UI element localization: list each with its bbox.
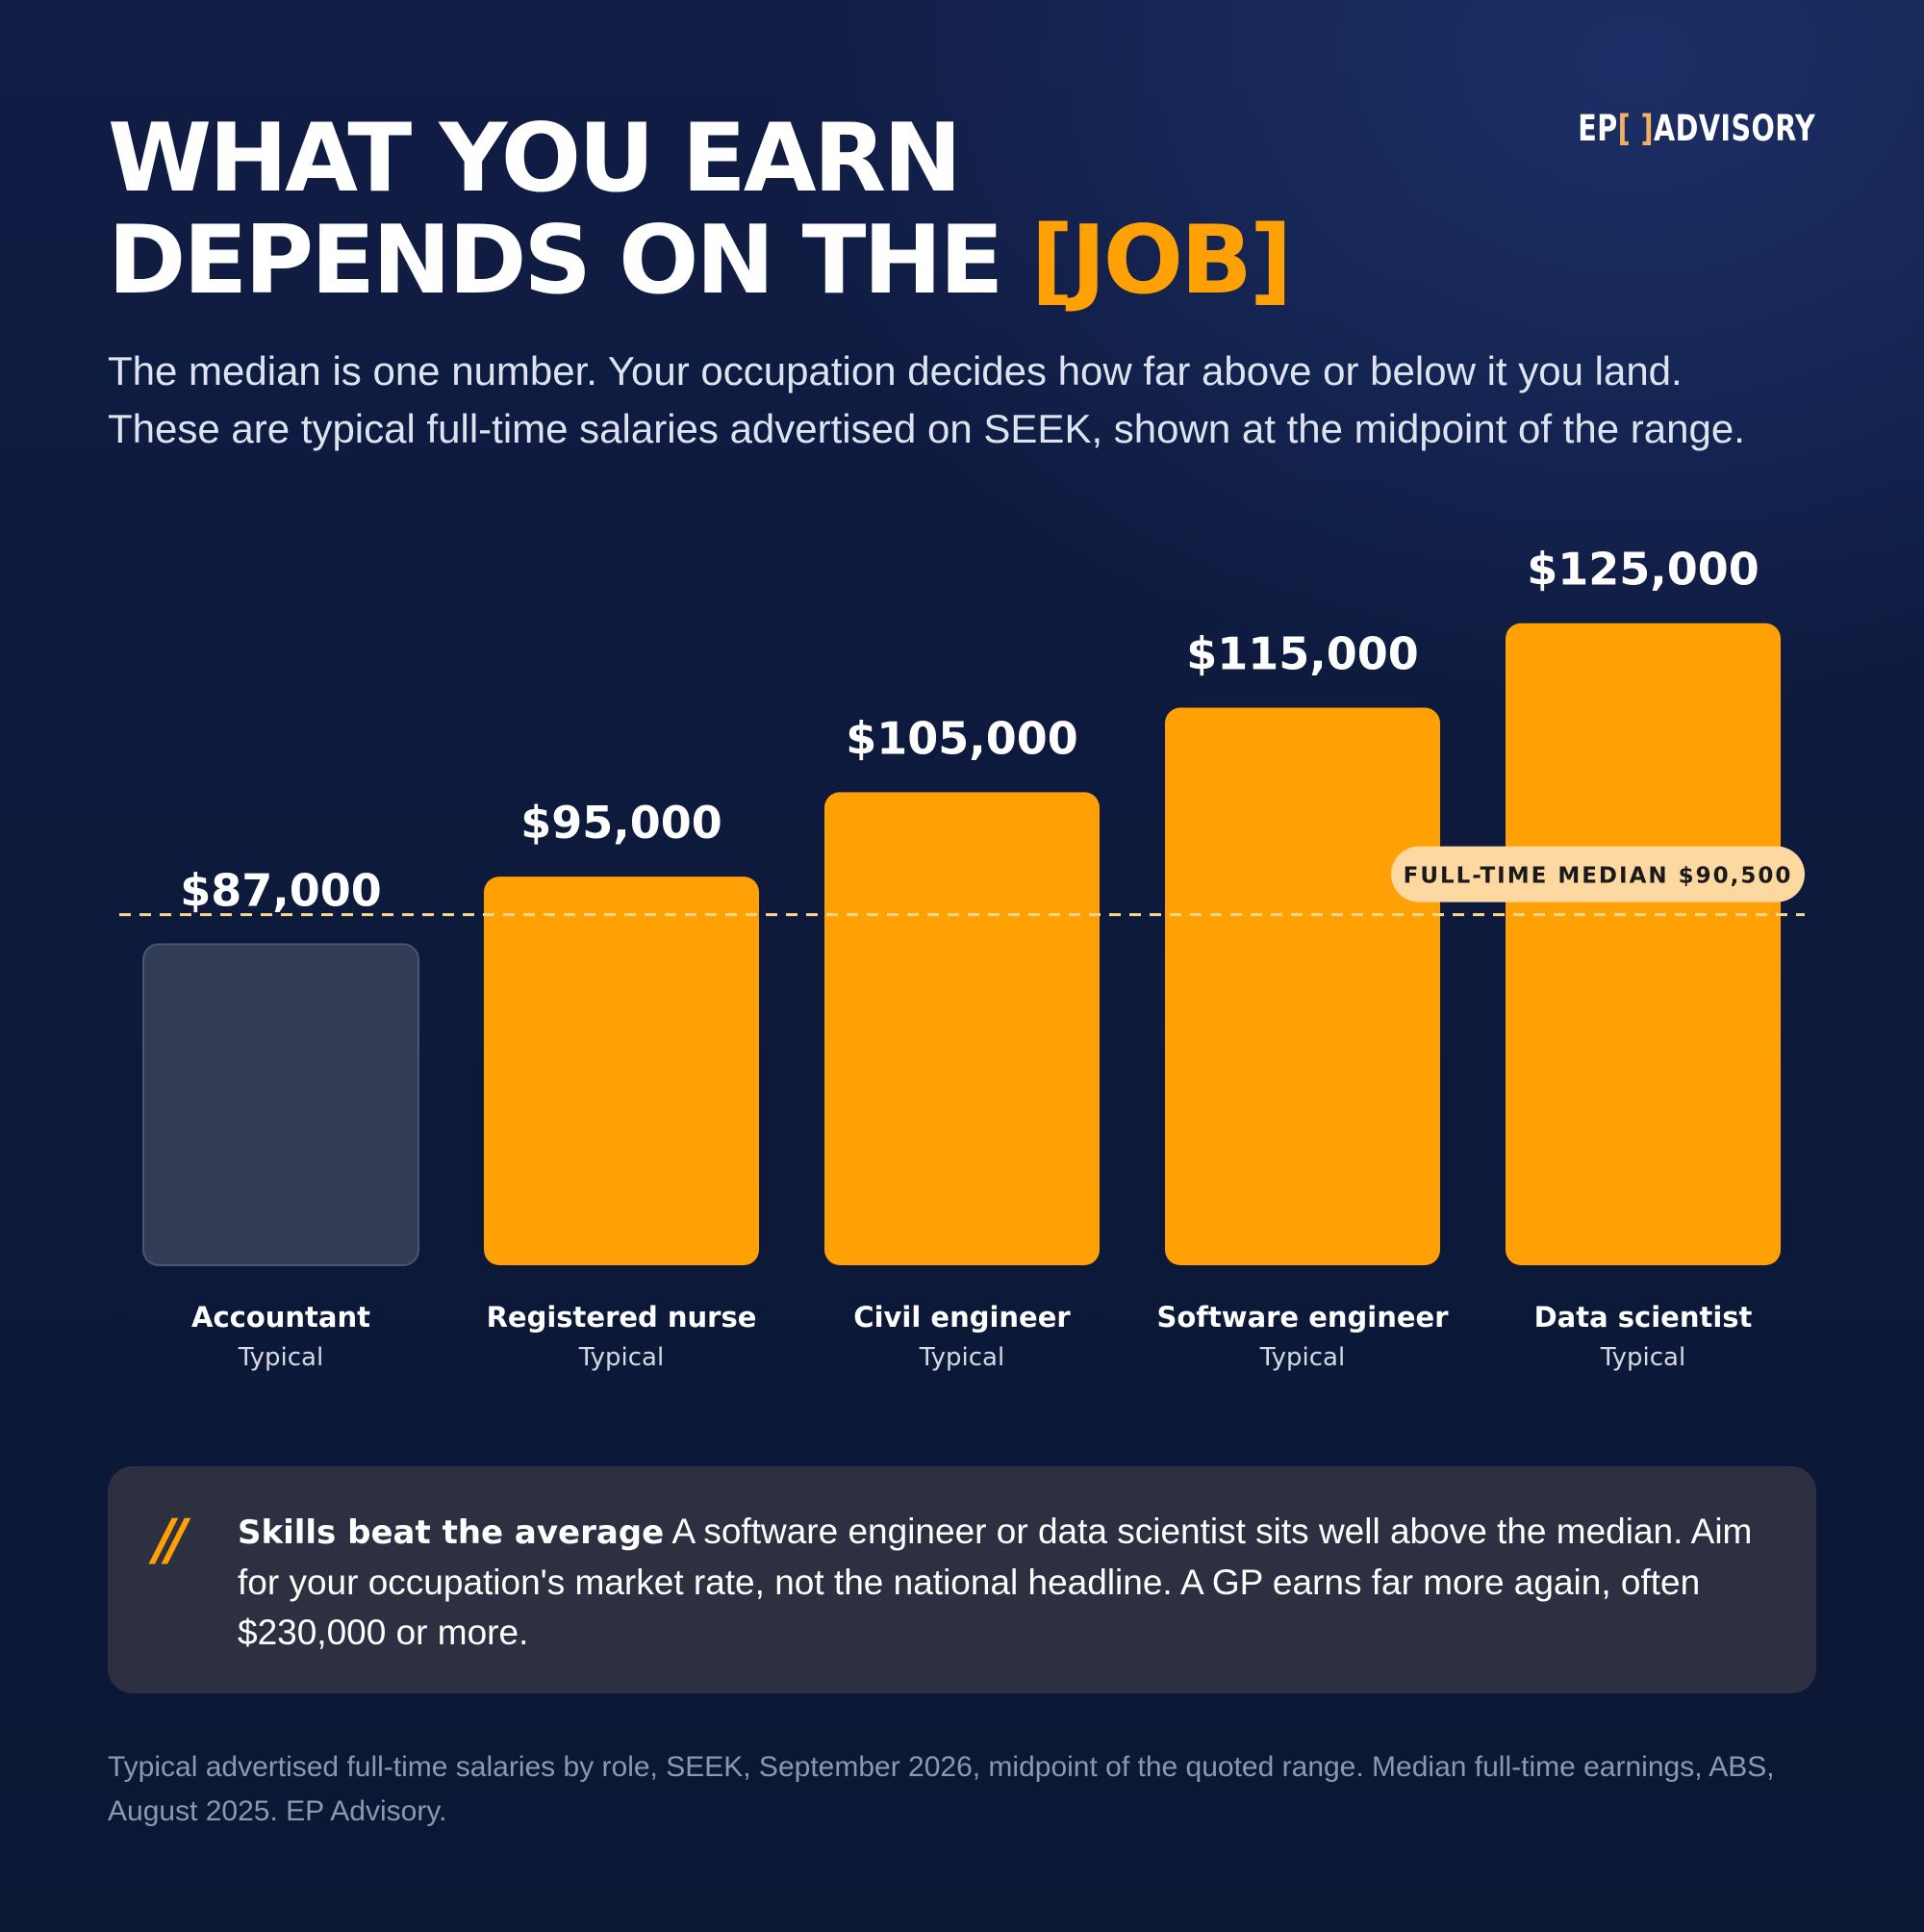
brand-logo: EP[ ]ADVISORY (1578, 108, 1815, 149)
title-accent: [JOB] (1030, 206, 1293, 316)
bar-data-scientist (1506, 623, 1781, 1265)
category-sublabel: Typical (1259, 1343, 1345, 1372)
value-label: $115,000 (1186, 628, 1419, 680)
category-label: Software engineer (1156, 1301, 1449, 1334)
category-label: Civil engineer (853, 1301, 1071, 1334)
bar-software-engineer (1165, 707, 1440, 1265)
value-label: $95,000 (520, 797, 722, 849)
brand-name: ADVISORY (1653, 108, 1815, 149)
bar-accountant (142, 943, 419, 1266)
brand-bracket-close: ] (1640, 108, 1654, 149)
median-badge (1391, 846, 1805, 902)
callout-heading: Skills beat the average (238, 1513, 665, 1552)
value-label: $105,000 (846, 712, 1078, 764)
title-line-1: WHAT YOU EARN (108, 104, 962, 214)
category-label: Accountant (191, 1301, 370, 1334)
bar-registered-nurse (484, 877, 759, 1265)
category-sublabel: Typical (578, 1343, 664, 1372)
brand-bracket-open: [ (1617, 108, 1631, 149)
category-label: Data scientist (1534, 1301, 1753, 1334)
value-label: $87,000 (180, 864, 382, 916)
callout-body: A software engineer or data scientist si… (238, 1512, 1753, 1652)
title-line-2: DEPENDS ON THE (108, 206, 1003, 316)
category-sublabel: Typical (238, 1343, 323, 1372)
callout-text: Skills beat the average A software engin… (238, 1507, 1777, 1658)
callout-slash-icon: // (154, 1507, 187, 1572)
median-label: FULL-TIME MEDIAN $90,500 (1404, 864, 1793, 889)
footnote: Typical advertised full-time salaries by… (108, 1751, 1775, 1827)
category-label: Registered nurse (487, 1301, 757, 1334)
bar-civil-engineer (824, 792, 1100, 1265)
value-label: $125,000 (1527, 544, 1759, 596)
brand-prefix: EP (1578, 108, 1618, 149)
category-sublabel: Typical (1600, 1343, 1685, 1372)
page-title: WHAT YOU EARN DEPENDS ON THE [JOB] (108, 108, 1293, 312)
category-sublabel: Typical (919, 1343, 1004, 1372)
page-subtitle: The median is one number. Your occupatio… (108, 348, 1745, 451)
callout-box: // Skills beat the average A software en… (108, 1466, 1816, 1693)
